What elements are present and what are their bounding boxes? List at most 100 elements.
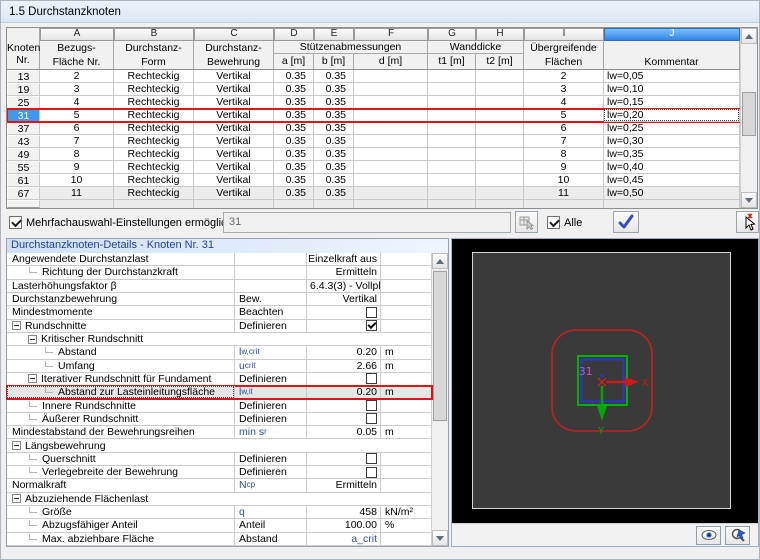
checkbox[interactable] — [366, 453, 377, 465]
details-row[interactable]: Längsbewehrung — [7, 439, 432, 453]
table-cell[interactable]: 6 — [524, 122, 604, 135]
collapse-icon[interactable] — [12, 441, 21, 451]
table-cell[interactable] — [354, 122, 428, 135]
details-row[interactable]: Rundschnitte Definieren — [7, 319, 432, 333]
details-value-cell[interactable] — [307, 399, 381, 412]
checkbox[interactable] — [366, 373, 377, 385]
table-cell[interactable]: Vertikal — [194, 174, 274, 187]
details-value-cell[interactable]: 0.20 — [307, 386, 381, 399]
table-cell[interactable]: 3 — [40, 83, 114, 96]
table-cell[interactable] — [476, 96, 524, 109]
table-cell[interactable]: 0.35 — [274, 83, 314, 96]
table-cell[interactable] — [604, 200, 740, 208]
column-header-j-selected[interactable]: J — [604, 28, 740, 41]
column-header-i[interactable]: I — [524, 28, 604, 41]
details-value-cell[interactable] — [307, 372, 381, 386]
table-cell[interactable]: lw=0,50 — [604, 187, 740, 200]
table-cell[interactable] — [428, 122, 476, 135]
checkbox[interactable] — [366, 320, 377, 332]
details-value-cell[interactable]: 2.66 — [307, 359, 381, 372]
details-value-cell[interactable]: Ermitteln — [307, 479, 381, 492]
details-row[interactable]: Richtung der Durchstanzkraft Ermitteln — [7, 266, 432, 280]
table-cell[interactable] — [476, 122, 524, 135]
table-cell[interactable]: 2 — [524, 70, 604, 83]
details-value-cell[interactable] — [307, 319, 381, 332]
table-cell[interactable] — [476, 70, 524, 83]
table-cell[interactable]: lw=0,35 — [604, 148, 740, 161]
details-value-cell[interactable]: Vertikal — [307, 292, 381, 306]
table-cell[interactable]: 5 — [40, 109, 114, 122]
row-header[interactable]: 19 — [7, 83, 40, 96]
table-cell[interactable] — [476, 135, 524, 148]
table-cell[interactable]: 0.35 — [314, 70, 354, 83]
pick-button[interactable] — [515, 211, 538, 233]
table-cell[interactable]: Vertikal — [194, 135, 274, 148]
table-cell[interactable]: 0.35 — [314, 122, 354, 135]
table-cell[interactable] — [476, 83, 524, 96]
table-cell[interactable]: 9 — [524, 161, 604, 174]
table-cell[interactable]: 0.35 — [314, 148, 354, 161]
table-cell[interactable]: lw=0,25 — [604, 122, 740, 135]
select-in-graphic-button[interactable] — [736, 211, 759, 233]
table-cell[interactable]: Vertikal — [194, 161, 274, 174]
table-cell[interactable] — [354, 148, 428, 161]
collapse-icon[interactable] — [12, 494, 21, 504]
details-row[interactable]: Abzugsfähiger Anteil Anteil 100.00% — [7, 519, 432, 533]
table-cell[interactable]: Vertikal — [194, 70, 274, 83]
table-cell[interactable]: 0.35 — [314, 161, 354, 174]
table-cell[interactable] — [354, 161, 428, 174]
table-cell[interactable] — [428, 148, 476, 161]
table-cell[interactable] — [428, 200, 476, 208]
table-cell[interactable] — [194, 200, 274, 208]
details-row[interactable]: Lasterhöhungsfaktor β 6.4.3(3) - Vollpl — [7, 279, 432, 293]
checkbox[interactable] — [366, 306, 377, 318]
table-cell[interactable] — [428, 96, 476, 109]
table-cell[interactable]: 0.35 — [274, 122, 314, 135]
table-cell[interactable]: 9 — [40, 161, 114, 174]
table-cell[interactable] — [354, 135, 428, 148]
details-value-cell[interactable] — [307, 306, 381, 319]
table-cell[interactable] — [274, 200, 314, 208]
details-row[interactable]: Abstand zur Lasteinleitungsfläche l w,it 0.… — [6, 385, 433, 401]
table-cell[interactable]: lw=0,05 — [604, 70, 740, 83]
details-value-cell[interactable]: 100.00 — [307, 519, 381, 532]
details-row[interactable]: Max. abziehbare Fläche Abstand a_crit — [7, 532, 432, 546]
selected-nodes-field[interactable]: 31 — [223, 212, 511, 233]
table-cell[interactable] — [354, 96, 428, 109]
table-cell[interactable]: Rechteckig — [114, 187, 194, 200]
table-cell[interactable]: Rechteckig — [114, 83, 194, 96]
details-row[interactable]: Abzuziehende Flächenlast — [7, 492, 432, 506]
table-cell[interactable] — [314, 200, 354, 208]
table-cell[interactable]: 4 — [524, 96, 604, 109]
table-cell[interactable]: 0.35 — [314, 109, 354, 122]
table-cell[interactable] — [476, 161, 524, 174]
table-cell[interactable]: Rechteckig — [114, 135, 194, 148]
row-header[interactable]: 55 — [7, 161, 40, 174]
apply-check-button[interactable] — [613, 211, 639, 233]
table-cell[interactable]: 0.35 — [314, 187, 354, 200]
details-value-cell[interactable]: Einzelkraft aus — [307, 253, 381, 266]
table-cell[interactable]: Rechteckig — [114, 122, 194, 135]
table-cell[interactable]: 0.35 — [314, 83, 354, 96]
table-cell[interactable] — [354, 83, 428, 96]
column-header-d[interactable]: D — [274, 28, 314, 41]
table-cell[interactable]: 0.35 — [274, 70, 314, 83]
table-cell[interactable]: Vertikal — [194, 187, 274, 200]
collapse-icon[interactable] — [12, 321, 21, 331]
table-cell[interactable]: 4 — [40, 96, 114, 109]
column-header-f[interactable]: F — [354, 28, 428, 41]
row-header[interactable]: 37 — [7, 122, 40, 135]
details-row[interactable]: Mindestmomente Beachten — [7, 306, 432, 320]
table-cell[interactable]: lw=0,10 — [604, 83, 740, 96]
column-header-g[interactable]: G — [428, 28, 476, 41]
details-scroll-down-button[interactable] — [432, 530, 448, 546]
table-cell[interactable]: lw=0,45 — [604, 174, 740, 187]
details-row[interactable]: Querschnitt Definieren — [7, 452, 432, 466]
table-cell[interactable]: 0.35 — [314, 135, 354, 148]
table-cell[interactable] — [428, 135, 476, 148]
table-cell[interactable]: lw=0,20 — [604, 109, 740, 122]
scroll-up-button[interactable] — [741, 28, 757, 44]
table-cell[interactable]: 0.35 — [314, 96, 354, 109]
details-row[interactable]: Innere Rundschnitte Definieren — [7, 399, 432, 413]
details-row[interactable]: Verlegebreite der Bewehrung Definieren — [7, 466, 432, 480]
